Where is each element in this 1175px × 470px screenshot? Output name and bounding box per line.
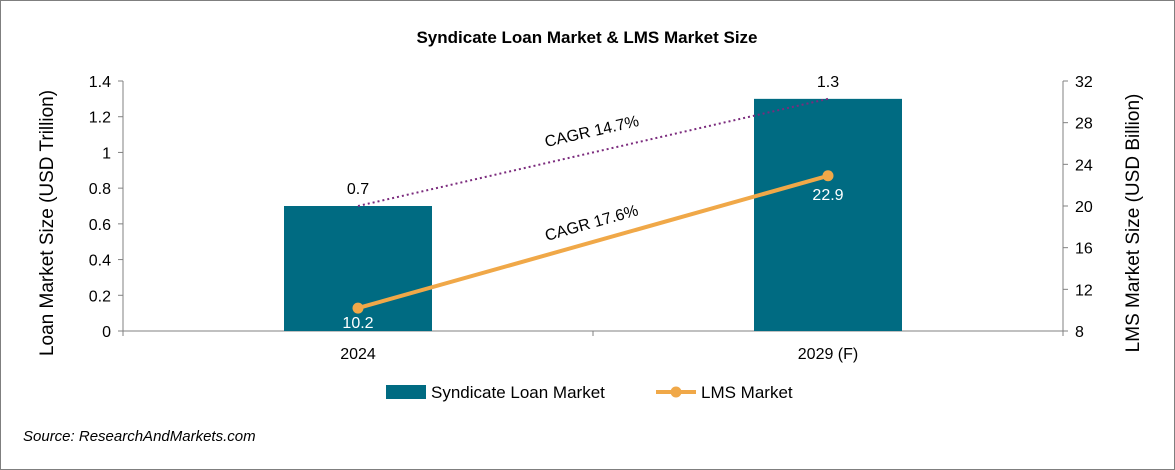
line-value-label: 10.2 (342, 315, 373, 332)
trend-line-loan (357, 97, 829, 207)
cagr-annotation-loan: CAGR 14.7% (543, 113, 640, 151)
cagr-annotation-lms: CAGR 17.6% (543, 202, 640, 244)
trend-lines (357, 97, 829, 207)
bar-value-label: 1.3 (817, 74, 839, 91)
lms-line (352, 170, 834, 314)
y-right-tick-label: 24 (1075, 157, 1093, 174)
y-right-tick-label: 8 (1075, 324, 1084, 341)
line-value-label: 22.9 (812, 187, 843, 204)
y-right-tick-label: 12 (1075, 282, 1093, 299)
y-left-tick-label: 1.4 (89, 74, 111, 91)
bars (284, 98, 902, 331)
y-right-tick-label: 20 (1075, 199, 1093, 216)
y-left-tick-label: 0.8 (89, 181, 111, 198)
legend: Syndicate Loan Market LMS Market (386, 383, 793, 402)
chart-title: Syndicate Loan Market & LMS Market Size (416, 28, 757, 47)
legend-label-syndicate-loan: Syndicate Loan Market (431, 383, 605, 402)
y-axis-right-label: LMS Market Size (USD Billion) (1123, 94, 1144, 353)
y-right-tick-label: 32 (1075, 74, 1093, 91)
bar-syndicate-loan (754, 98, 902, 331)
y-left-tick-label: 0.6 (89, 217, 111, 234)
y-axis-left-label: Loan Market Size (USD Trillion) (37, 90, 58, 356)
y-left-tick-label: 1.2 (89, 110, 111, 127)
legend-marker-lms (670, 386, 682, 398)
y-left-tick-label: 0.4 (89, 253, 111, 270)
line-lms (357, 173, 829, 311)
y-left-tick-label: 0 (102, 324, 111, 341)
bar-value-label: 0.7 (347, 181, 369, 198)
line-point-lms (822, 170, 834, 182)
legend-label-lms: LMS Market (701, 383, 793, 402)
y-left-tick-label: 1 (102, 145, 111, 162)
x-tick-label: 2029 (F) (798, 346, 858, 363)
y-left-tick-label: 0.2 (89, 288, 111, 305)
y-right-tick-label: 28 (1075, 116, 1093, 133)
y-right-tick-label: 16 (1075, 241, 1093, 258)
line-point-lms (352, 302, 364, 314)
x-tick-label: 2024 (340, 346, 376, 363)
source-note: Source: ResearchAndMarkets.com (23, 428, 256, 445)
legend-swatch-syndicate-loan (386, 385, 426, 399)
